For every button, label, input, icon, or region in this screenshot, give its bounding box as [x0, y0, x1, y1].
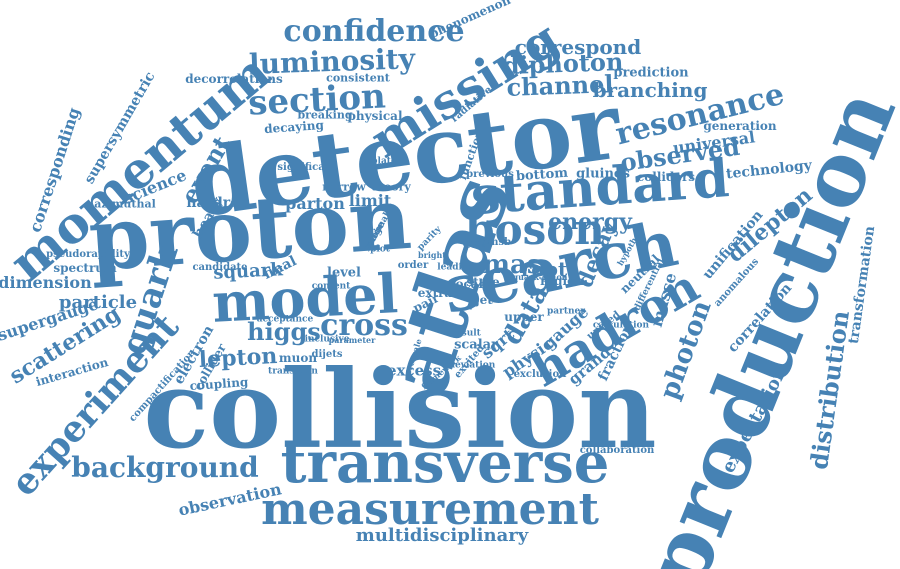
word-transverse: transverse — [280, 430, 610, 496]
word-limit: limit — [348, 191, 392, 210]
word-upper: upper — [504, 310, 544, 324]
word-root: root — [520, 257, 568, 281]
word-parameter: parameter — [328, 335, 376, 345]
word-transition: transition — [268, 366, 318, 377]
word-jet: jet — [475, 293, 493, 307]
word-boson: boson — [465, 205, 605, 254]
word-physical: physical — [347, 109, 403, 123]
word-generation: generation — [703, 119, 777, 133]
word-bottom: bottom — [515, 165, 569, 185]
word-previous: previous — [466, 169, 514, 180]
word-decorrelations: decorrelations — [185, 72, 283, 86]
word-breaking: breaking — [297, 108, 353, 122]
word-correspond: correspond — [514, 35, 642, 59]
word-candidate: candidate — [192, 262, 248, 273]
word-particle: particle — [58, 292, 138, 313]
word-measurement: measurement — [261, 484, 599, 535]
word-acceptance: acceptance — [256, 314, 314, 325]
word-local: local — [450, 277, 484, 291]
word-order: order — [397, 260, 429, 271]
word-excess: excess — [386, 361, 442, 380]
word-content: content — [311, 281, 351, 292]
word-narrow: narrow — [322, 180, 366, 194]
word-leading: leading — [437, 262, 475, 273]
word-collaboration: collaboration — [579, 445, 655, 456]
word-parton: parton — [285, 194, 345, 213]
word-branching: branching — [592, 78, 708, 102]
word-inclusive: inclusive — [304, 334, 350, 345]
word-isolated: isolated — [363, 156, 403, 167]
word-calculation: calculation — [592, 320, 650, 331]
word-dijets: dijets — [311, 349, 343, 360]
word-spectrum: spectrum — [53, 261, 117, 275]
word-higgs: higgs — [247, 317, 321, 346]
word-state: state — [466, 275, 500, 289]
word-result: result — [451, 328, 481, 339]
word-type: type — [462, 238, 486, 249]
word-azimuthal: azimuthal — [94, 197, 156, 211]
word-hardron: hardron — [186, 195, 250, 211]
word-confidence: confidence — [283, 14, 465, 49]
word-background: background — [71, 451, 259, 484]
word-pseudorapidity: pseudorapidity — [46, 249, 130, 260]
word-colliders: colliders — [636, 170, 696, 184]
word-energy: energy — [548, 209, 632, 235]
word-deviation: deviation — [448, 360, 496, 371]
word-exclusion: exclusion — [513, 369, 567, 380]
word-prediction: prediction — [613, 65, 689, 81]
word-mas: mas — [482, 250, 542, 280]
word-partner: partner — [546, 306, 586, 317]
word-quark-gluon: quark-gluon — [512, 272, 568, 282]
word-level: level — [327, 265, 361, 281]
word-extra: extra — [417, 286, 453, 300]
word-multidisciplinary: multidisciplinary — [355, 525, 529, 546]
word-significant: significant — [277, 162, 337, 173]
word-region: region — [540, 274, 584, 288]
word-gmsb: gmsb — [480, 237, 512, 248]
word-collision: collision — [143, 347, 657, 473]
word-gluinos: gluinos — [576, 166, 630, 182]
word-bright: bright — [418, 250, 446, 260]
word-cross: cross — [320, 308, 408, 343]
word-plot: plot — [370, 244, 390, 255]
word-dimension: dimension — [0, 273, 92, 292]
word-scalar: scalar — [454, 337, 498, 353]
word-theory: theory — [371, 180, 411, 194]
word-muon: muon — [278, 351, 318, 365]
word-consistent: consistent — [326, 71, 390, 85]
